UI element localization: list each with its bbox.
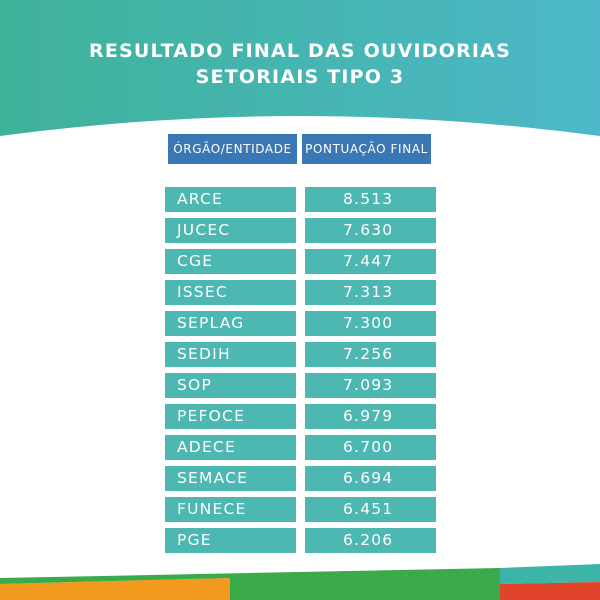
- footer-color-band: [0, 564, 600, 600]
- table-row: PGE 6.206: [165, 528, 436, 553]
- entity-cell: SEPLAG: [165, 311, 296, 336]
- entity-cell: ISSEC: [165, 280, 296, 305]
- score-cell: 6.694: [305, 466, 436, 491]
- table-row: JUCEC 7.630: [165, 218, 436, 243]
- column-header-entity: ÓRGÃO/ENTIDADE: [168, 134, 297, 164]
- title-line-1: RESULTADO FINAL DAS OUVIDORIAS: [89, 40, 511, 62]
- table-row: ISSEC 7.313: [165, 280, 436, 305]
- entity-cell: PEFOCE: [165, 404, 296, 429]
- score-cell: 7.300: [305, 311, 436, 336]
- entity-cell: ADECE: [165, 435, 296, 460]
- score-cell: 8.513: [305, 187, 436, 212]
- score-cell: 7.447: [305, 249, 436, 274]
- score-cell: 7.093: [305, 373, 436, 398]
- score-cell: 6.206: [305, 528, 436, 553]
- table-row: ADECE 6.700: [165, 435, 436, 460]
- column-header-score: PONTUAÇÃO FINAL: [302, 134, 431, 164]
- entity-cell: SEMACE: [165, 466, 296, 491]
- score-cell: 7.256: [305, 342, 436, 367]
- table-row: SEMACE 6.694: [165, 466, 436, 491]
- results-table: ARCE 8.513 JUCEC 7.630 CGE 7.447 ISSEC 7…: [165, 187, 436, 559]
- score-cell: 7.630: [305, 218, 436, 243]
- table-row: SEPLAG 7.300: [165, 311, 436, 336]
- header-background: [0, 0, 600, 136]
- table-row: ARCE 8.513: [165, 187, 436, 212]
- entity-cell: PGE: [165, 528, 296, 553]
- entity-cell: SEDIH: [165, 342, 296, 367]
- score-cell: 6.700: [305, 435, 436, 460]
- entity-cell: ARCE: [165, 187, 296, 212]
- entity-cell: JUCEC: [165, 218, 296, 243]
- title-line-2: SETORIAIS TIPO 3: [195, 66, 405, 88]
- page-title: RESULTADO FINAL DAS OUVIDORIAS SETORIAIS…: [0, 38, 600, 90]
- score-cell: 7.313: [305, 280, 436, 305]
- table-row: CGE 7.447: [165, 249, 436, 274]
- entity-cell: CGE: [165, 249, 296, 274]
- table-row: FUNECE 6.451: [165, 497, 436, 522]
- score-cell: 6.451: [305, 497, 436, 522]
- table-row: SEDIH 7.256: [165, 342, 436, 367]
- entity-cell: FUNECE: [165, 497, 296, 522]
- score-cell: 6.979: [305, 404, 436, 429]
- table-row: PEFOCE 6.979: [165, 404, 436, 429]
- table-row: SOP 7.093: [165, 373, 436, 398]
- entity-cell: SOP: [165, 373, 296, 398]
